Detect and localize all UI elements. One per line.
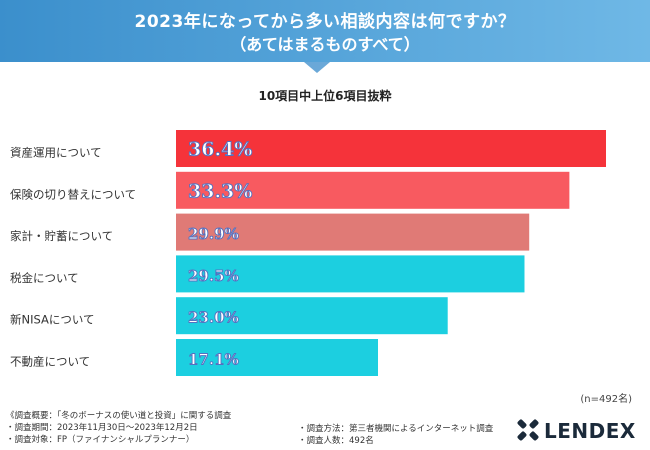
survey-title: 《調査概要：「冬のボーナスの使い道と投資」に関する調査 [6,411,232,421]
survey-period: ・調査期間：2023年11月30日〜2023年12月2日 [6,423,198,433]
category-label: 新NISAについて [10,313,95,327]
bar [176,213,530,251]
logo-text: LENDEX [544,419,636,443]
category-label: 資産運用について [10,146,102,160]
bar [176,171,570,209]
value-label: 23.0% [188,309,239,327]
category-label: 不動産について [10,355,90,369]
sample-size-label: (n=492名) [580,394,632,405]
title-banner: 2023年になってから多い相談内容は何ですか？ （あてはまるものすべて） [0,0,650,62]
survey-overview: 《調査概要：「冬のボーナスの使い道と投資」に関する調査 ・調査期間：2023年1… [6,410,231,446]
value-label: 36.4% [188,139,252,161]
bar [176,130,606,167]
bar [176,339,379,376]
value-label: 17.1% [188,351,239,369]
bar [176,255,525,293]
lendex-logo-icon [517,419,539,441]
chart-title: 2023年になってから多い相談内容は何ですか？ [134,12,516,32]
value-label: 29.5% [188,267,239,285]
value-label: 33.3% [188,180,252,202]
category-label: 家計・貯蓄について [10,229,113,243]
value-label: 29.9% [188,225,239,243]
survey-respondents: ・調査人数：492名 [298,436,374,446]
survey-method: ・調査方法：第三者機関によるインターネット調査 [298,424,494,434]
category-label: 税金について [10,271,79,285]
chart-subtitle: 10項目中上位6項目抜粋 [258,89,392,103]
banner-pointer [304,62,330,73]
bar [176,297,448,335]
bar-chart: 資産運用について 36.4% 保険の切り替えについて 33.3% 家計・貯蓄について 29… [10,130,606,376]
survey-target: ・調査対象：FP（ファイナンシャルプランナー） [6,435,195,445]
chart-title-sub: （あてはまるものすべて） [230,35,420,54]
survey-method-block: ・調査方法：第三者機関によるインターネット調査 ・調査人数：492名 [298,423,493,447]
category-label: 保険の切り替えについて [10,187,136,201]
